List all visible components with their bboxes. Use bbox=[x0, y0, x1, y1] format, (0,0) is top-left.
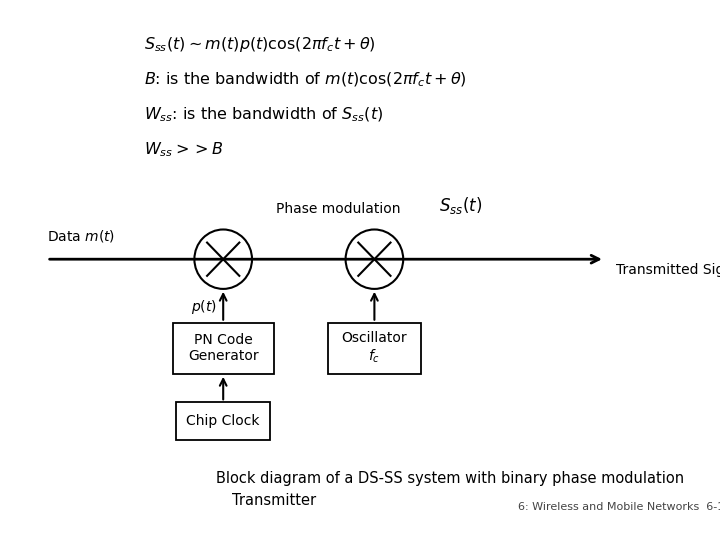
Text: 6: Wireless and Mobile Networks  6-111: 6: Wireless and Mobile Networks 6-111 bbox=[518, 502, 720, 512]
Text: Data $m(t)$: Data $m(t)$ bbox=[47, 228, 115, 244]
Text: Block diagram of a DS-SS system with binary phase modulation: Block diagram of a DS-SS system with bin… bbox=[216, 471, 684, 486]
Text: $p(t)$: $p(t)$ bbox=[191, 298, 217, 316]
Text: PN Code
Generator: PN Code Generator bbox=[188, 333, 258, 363]
Bar bbox=[176, 402, 270, 440]
Bar bbox=[173, 322, 274, 374]
Text: $W_{ss}$: is the bandwidth of $S_{ss}(t)$: $W_{ss}$: is the bandwidth of $S_{ss}(t)… bbox=[144, 105, 383, 124]
Text: Chip Clock: Chip Clock bbox=[186, 414, 260, 428]
Text: $W_{ss} >> B$: $W_{ss} >> B$ bbox=[144, 140, 223, 159]
Text: $S_{ss}(t) \sim m(t)p(t)\cos(2\pi f_c t+\theta)$: $S_{ss}(t) \sim m(t)p(t)\cos(2\pi f_c t+… bbox=[144, 35, 376, 54]
Text: $S_{ss}(t)$: $S_{ss}(t)$ bbox=[439, 195, 482, 216]
Text: Phase modulation: Phase modulation bbox=[276, 202, 400, 216]
Text: Transmitted Signal: Transmitted Signal bbox=[616, 263, 720, 277]
Text: $B$: is the bandwidth of $m(t)\cos(2\pi f_c t+\theta)$: $B$: is the bandwidth of $m(t)\cos(2\pi … bbox=[144, 70, 467, 89]
Text: Oscillator
$f_c$: Oscillator $f_c$ bbox=[341, 332, 408, 365]
Text: Transmitter: Transmitter bbox=[232, 492, 315, 508]
Bar bbox=[328, 322, 421, 374]
